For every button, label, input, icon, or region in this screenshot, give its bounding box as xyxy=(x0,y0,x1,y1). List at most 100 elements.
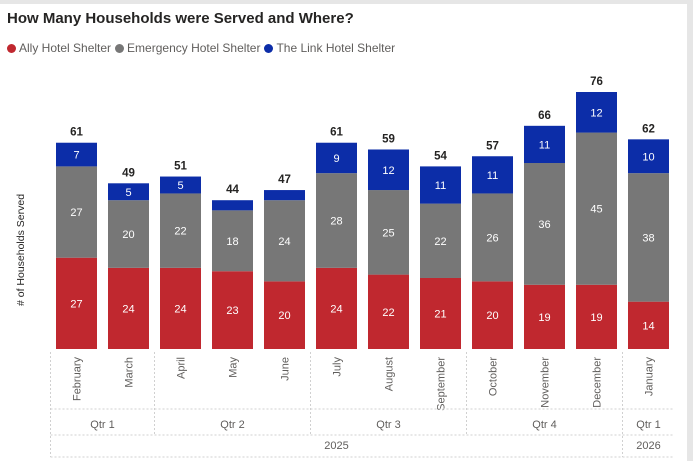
bar-segment-ally-hotel-shelter[interactable] xyxy=(212,271,253,349)
bar-segment-emergency-hotel-shelter[interactable] xyxy=(212,210,253,272)
bar-segment-the-link-hotel-shelter[interactable] xyxy=(264,190,305,201)
bar-segment-the-link-hotel-shelter[interactable] xyxy=(420,166,461,204)
data-label-emergency-hotel-shelter: 18 xyxy=(226,236,238,248)
bar-segment-the-link-hotel-shelter[interactable] xyxy=(472,156,513,194)
year-label: 2025 xyxy=(324,440,348,452)
bar-segment-ally-hotel-shelter[interactable] xyxy=(160,267,201,349)
bar-segment-ally-hotel-shelter[interactable] xyxy=(264,281,305,349)
x-tick-label: September xyxy=(436,357,448,411)
data-label-emergency-hotel-shelter: 26 xyxy=(486,232,498,244)
total-label: 54 xyxy=(434,150,447,162)
bar-segment-ally-hotel-shelter[interactable] xyxy=(524,284,565,349)
data-label-ally-hotel-shelter: 24 xyxy=(330,303,342,315)
bar-segment-ally-hotel-shelter[interactable] xyxy=(108,267,149,349)
legend-marker-link xyxy=(264,43,274,53)
x-tick-label: October xyxy=(488,357,500,396)
total-label: 61 xyxy=(70,127,83,139)
data-label-emergency-hotel-shelter: 36 xyxy=(538,219,550,231)
bar-segment-the-link-hotel-shelter[interactable] xyxy=(212,200,253,211)
data-label-emergency-hotel-shelter: 24 xyxy=(278,236,290,248)
total-label: 57 xyxy=(486,140,499,152)
data-label-emergency-hotel-shelter: 27 xyxy=(70,207,82,219)
x-tick-label: June xyxy=(280,357,292,381)
bar-segment-emergency-hotel-shelter[interactable] xyxy=(316,173,357,268)
data-label-ally-hotel-shelter: 22 xyxy=(382,307,394,319)
data-label-emergency-hotel-shelter: 28 xyxy=(330,216,342,228)
total-label: 47 xyxy=(278,174,291,186)
bar-segment-the-link-hotel-shelter[interactable] xyxy=(524,125,565,164)
data-label-emergency-hotel-shelter: 22 xyxy=(434,236,446,248)
data-label-the-link-hotel-shelter: 11 xyxy=(487,170,498,182)
total-label: 59 xyxy=(382,133,395,145)
y-axis-title: # of Households Served xyxy=(15,194,27,306)
bar-segment-emergency-hotel-shelter[interactable] xyxy=(628,173,669,302)
bar-segment-emergency-hotel-shelter[interactable] xyxy=(160,193,201,268)
quarter-label: Qtr 2 xyxy=(220,419,244,431)
data-label-the-link-hotel-shelter: 11 xyxy=(539,139,550,151)
data-label-ally-hotel-shelter: 20 xyxy=(278,310,290,322)
bar-segment-emergency-hotel-shelter[interactable] xyxy=(368,190,409,275)
legend-item-link[interactable]: The Link Hotel Shelter xyxy=(264,41,395,55)
legend-marker-emergency xyxy=(115,43,125,53)
x-tick-label: April xyxy=(176,357,188,379)
data-label-the-link-hotel-shelter: 10 xyxy=(642,151,654,163)
total-label: 44 xyxy=(226,184,239,196)
data-label-the-link-hotel-shelter: 12 xyxy=(382,165,394,177)
bar-segment-the-link-hotel-shelter[interactable] xyxy=(56,142,97,167)
data-label-ally-hotel-shelter: 19 xyxy=(538,312,550,324)
bar-segment-emergency-hotel-shelter[interactable] xyxy=(264,200,305,282)
bar-segment-emergency-hotel-shelter[interactable] xyxy=(472,193,513,282)
bar-segment-the-link-hotel-shelter[interactable] xyxy=(628,139,669,174)
x-tick-label: August xyxy=(384,357,396,391)
bar-segment-the-link-hotel-shelter[interactable] xyxy=(160,176,201,194)
x-tick-label: December xyxy=(592,357,604,408)
total-label: 61 xyxy=(330,127,343,139)
x-tick-label: January xyxy=(644,357,656,397)
quarter-label: Qtr 1 xyxy=(636,419,660,431)
data-label-ally-hotel-shelter: 23 xyxy=(226,305,238,317)
x-tick-label: July xyxy=(332,357,344,377)
total-label: 76 xyxy=(590,76,603,88)
bar-segment-ally-hotel-shelter[interactable] xyxy=(368,274,409,349)
total-label: 51 xyxy=(174,161,187,173)
data-label-ally-hotel-shelter: 14 xyxy=(642,320,654,332)
data-label-ally-hotel-shelter: 24 xyxy=(122,303,134,315)
x-tick-label: March xyxy=(124,357,136,388)
x-tick-label: May xyxy=(228,357,240,378)
bar-segment-ally-hotel-shelter[interactable] xyxy=(420,277,461,349)
bar-segment-emergency-hotel-shelter[interactable] xyxy=(576,132,617,285)
bar-segment-the-link-hotel-shelter[interactable] xyxy=(316,142,357,174)
bar-segment-the-link-hotel-shelter[interactable] xyxy=(368,149,409,191)
bar-segment-emergency-hotel-shelter[interactable] xyxy=(108,200,149,268)
bar-segment-ally-hotel-shelter[interactable] xyxy=(56,257,97,349)
bar-segment-the-link-hotel-shelter[interactable] xyxy=(108,183,149,201)
total-label: 62 xyxy=(642,123,655,135)
data-label-ally-hotel-shelter: 27 xyxy=(70,298,82,310)
bar-segment-the-link-hotel-shelter[interactable] xyxy=(576,92,617,133)
bar-segment-emergency-hotel-shelter[interactable] xyxy=(420,203,461,278)
chart-title: How Many Households were Served and Wher… xyxy=(7,10,354,27)
data-label-the-link-hotel-shelter: 12 xyxy=(590,107,602,119)
legend: Ally Hotel Shelter Emergency Hotel Shelt… xyxy=(7,41,399,55)
year-label: 2026 xyxy=(636,440,660,452)
bar-segment-ally-hotel-shelter[interactable] xyxy=(472,281,513,349)
bar-segment-emergency-hotel-shelter[interactable] xyxy=(56,166,97,258)
legend-label-emergency: Emergency Hotel Shelter xyxy=(127,41,261,55)
data-label-emergency-hotel-shelter: 25 xyxy=(382,227,394,239)
bar-segment-ally-hotel-shelter[interactable] xyxy=(628,301,669,349)
legend-label-link: The Link Hotel Shelter xyxy=(276,41,396,55)
data-label-the-link-hotel-shelter: 5 xyxy=(125,187,131,199)
total-label: 49 xyxy=(122,167,135,179)
bar-segment-ally-hotel-shelter[interactable] xyxy=(316,267,357,349)
bar-segment-emergency-hotel-shelter[interactable] xyxy=(524,163,565,285)
legend-item-ally[interactable]: Ally Hotel Shelter xyxy=(7,41,111,55)
data-label-the-link-hotel-shelter: 5 xyxy=(177,180,183,192)
data-label-ally-hotel-shelter: 20 xyxy=(486,310,498,322)
bar-segment-ally-hotel-shelter[interactable] xyxy=(576,284,617,349)
data-label-ally-hotel-shelter: 21 xyxy=(434,308,446,320)
legend-label-ally: Ally Hotel Shelter xyxy=(19,41,112,55)
data-label-ally-hotel-shelter: 24 xyxy=(174,303,186,315)
legend-item-emergency[interactable]: Emergency Hotel Shelter xyxy=(115,41,260,55)
